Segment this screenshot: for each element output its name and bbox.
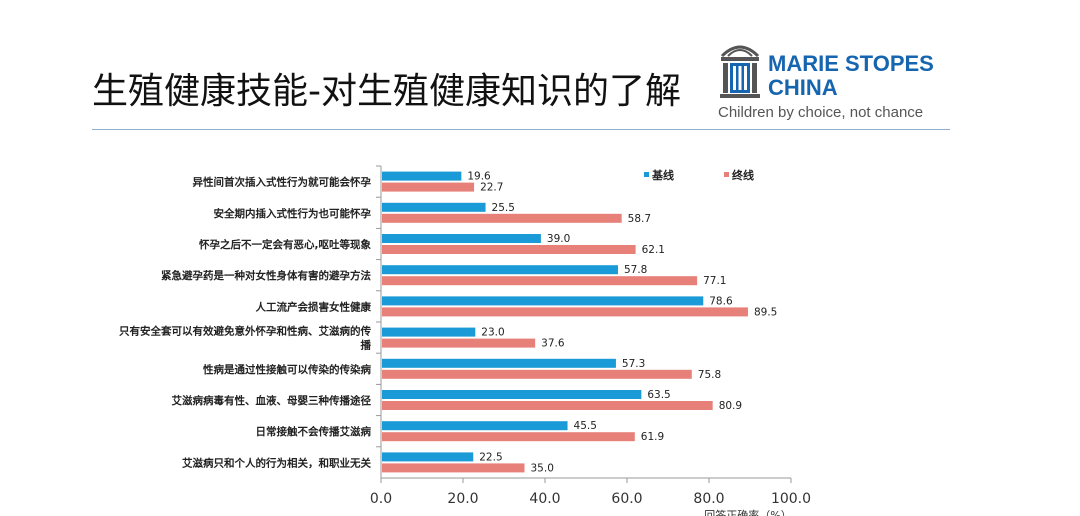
bar-baseline — [382, 452, 474, 462]
data-label: 57.8 — [624, 264, 647, 276]
data-label: 57.3 — [622, 358, 645, 370]
bar-endline — [382, 182, 475, 192]
marie-stopes-logo: MARIE STOPES CHINA Children by choice, n… — [718, 40, 958, 125]
legend-label: 基线 — [651, 168, 674, 182]
data-label: 25.5 — [492, 202, 515, 214]
x-tick-label: 40.0 — [529, 491, 560, 507]
bar-endline — [382, 213, 622, 223]
bar-baseline — [382, 358, 616, 368]
bar-baseline — [382, 296, 704, 306]
x-axis-label: 回答正确率（%） — [704, 508, 791, 516]
logo-tagline: Children by choice, not chance — [718, 104, 924, 121]
legend-label: 终线 — [732, 168, 754, 182]
x-tick-label: 80.0 — [693, 491, 724, 507]
logo-line1: MARIE STOPES — [768, 51, 934, 76]
y-tick-label: 安全期内插入式性行为也可能怀孕 — [214, 207, 372, 220]
building-gate-icon — [720, 45, 760, 98]
y-tick-label: 艾滋病病毒有性、血液、母婴三种传播途径 — [172, 394, 372, 407]
logo-line2: CHINA — [768, 75, 838, 100]
bar-baseline — [382, 390, 642, 399]
legend-swatch — [724, 172, 729, 177]
bar-baseline — [382, 202, 486, 212]
data-label: 75.8 — [698, 369, 721, 381]
data-label: 37.6 — [541, 338, 565, 350]
bar-baseline — [382, 327, 476, 337]
y-tick-label: 紧急避孕药是一种对女性身体有害的避孕方法 — [161, 269, 371, 282]
data-label: 19.6 — [467, 171, 491, 183]
data-label: 63.5 — [647, 389, 670, 401]
bar-baseline — [382, 171, 462, 181]
bar-baseline — [382, 265, 618, 275]
logo-text: MARIE STOPES CHINA — [768, 52, 934, 100]
y-tick-label: 艾滋病只和个人的行为相关，和职业无关 — [182, 456, 371, 469]
bar-endline — [382, 369, 692, 379]
data-label: 22.5 — [479, 451, 502, 463]
legend-swatch — [644, 172, 649, 177]
bar-baseline — [382, 421, 568, 431]
data-label: 35.0 — [531, 462, 554, 474]
x-tick-label: 60.0 — [611, 491, 642, 507]
data-label: 78.6 — [709, 295, 733, 307]
x-tick-label: 100.0 — [771, 491, 811, 507]
y-tick-label: 人工流产会损害女性健康 — [256, 300, 372, 313]
bar-endline — [382, 338, 536, 348]
y-tick-label-line: 播 — [361, 339, 372, 352]
bar-endline — [382, 401, 713, 410]
x-tick-label: 0.0 — [370, 491, 392, 507]
y-tick-label-line: 只有安全套可以有效避免意外怀孕和性病、艾滋病的传 — [119, 325, 371, 338]
page-title: 生殖健康技能-对生殖健康知识的了解 — [92, 71, 681, 112]
data-label: 89.5 — [754, 306, 777, 318]
data-label: 61.9 — [641, 431, 664, 443]
y-tick-label: 怀孕之后不一定会有恶心,呕吐等现象 — [199, 238, 371, 251]
bar-baseline — [382, 234, 541, 243]
data-label: 39.0 — [547, 233, 570, 245]
bar-endline — [382, 276, 698, 286]
bar-endline — [382, 463, 525, 473]
bar-endline — [382, 432, 635, 442]
bar-endline — [382, 307, 748, 317]
data-label: 22.7 — [480, 182, 503, 194]
x-tick-label: 20.0 — [447, 491, 478, 507]
y-tick-label: 性病是通过性接触可以传染的传染病 — [203, 363, 371, 376]
data-label: 58.7 — [628, 213, 651, 225]
title-divider — [92, 129, 950, 130]
y-tick-label: 日常接触不会传播艾滋病 — [256, 425, 372, 438]
y-tick-label: 只有安全套可以有效避免意外怀孕和性病、艾滋病的传播 — [119, 325, 372, 352]
bar-endline — [382, 245, 636, 254]
data-label: 80.9 — [719, 400, 742, 412]
data-label: 62.1 — [642, 244, 665, 256]
y-tick-label: 异性间首次插入式性行为就可能会怀孕 — [193, 176, 372, 189]
data-label: 77.1 — [703, 275, 726, 287]
data-label: 45.5 — [574, 420, 597, 432]
data-label: 23.0 — [481, 327, 504, 339]
